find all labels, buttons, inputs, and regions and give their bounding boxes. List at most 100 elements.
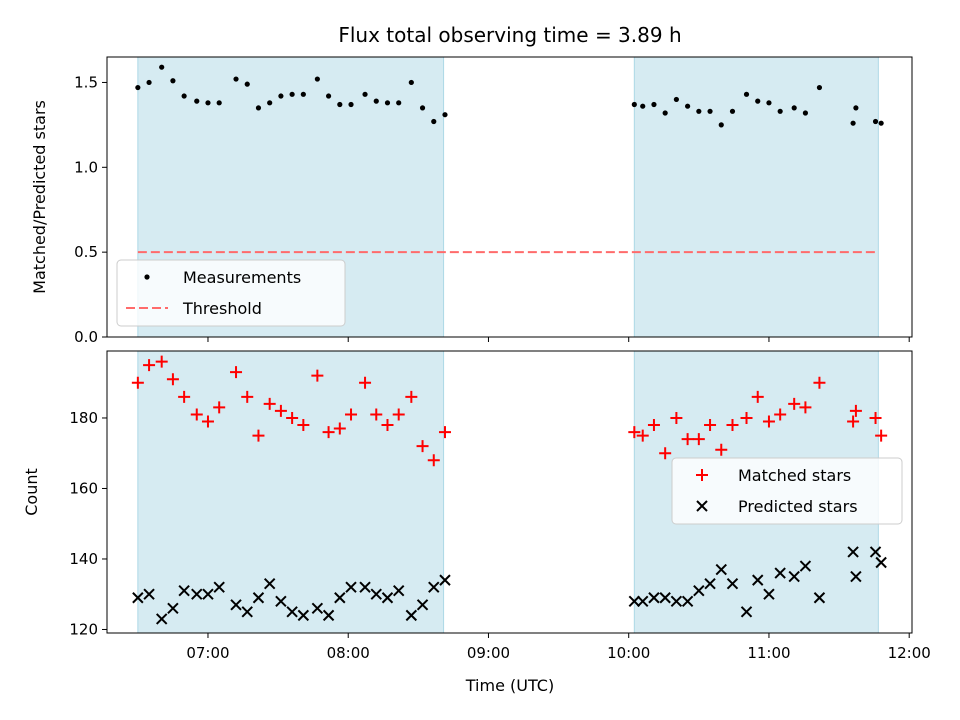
measurement-point	[640, 103, 646, 109]
measurement-point	[216, 100, 222, 106]
matched-star-point	[847, 415, 860, 428]
matched-star-point	[345, 408, 358, 421]
top-y-axis-label: Matched/Predicted stars	[30, 100, 49, 294]
measurement-point	[255, 105, 262, 111]
predicted-star-point	[869, 546, 882, 558]
matched-star-point	[628, 426, 641, 439]
predicted-star-point	[202, 588, 214, 600]
predicted-star-point	[334, 592, 346, 604]
predicted-star-point	[322, 609, 335, 622]
matched-star-point	[263, 397, 276, 410]
matched-star-point	[131, 376, 144, 389]
matched-star-point	[788, 397, 801, 410]
matched-star-point	[681, 433, 694, 446]
measurement-point	[685, 103, 691, 109]
measurement-point	[135, 84, 141, 91]
predicted-star-point	[670, 595, 683, 607]
measurement-point	[791, 105, 797, 111]
matched-star-point	[241, 390, 254, 403]
predicted-star-point	[155, 613, 168, 625]
predicted-star-point	[263, 577, 276, 590]
measurement-point	[194, 98, 200, 104]
matched-star-point	[726, 419, 739, 432]
matched-star-point	[143, 359, 156, 372]
legend-matched-marker	[696, 469, 708, 481]
predicted-star-point	[370, 588, 382, 600]
bottom-legend: Matched stars Predicted stars	[671, 457, 903, 525]
predicted-star-point	[763, 588, 775, 600]
matched-star-point	[715, 443, 728, 456]
measurement-point	[181, 93, 187, 99]
predicted-star-point	[230, 599, 242, 611]
measurement-point	[325, 93, 332, 99]
predicted-star-point	[637, 595, 649, 607]
measurement-point	[396, 100, 402, 106]
top-plot-marks	[135, 64, 884, 254]
measurement-point	[373, 98, 379, 104]
legend-measurements-marker	[144, 274, 150, 280]
bottom-axes-frame	[106, 350, 913, 634]
predicted-star-point	[345, 581, 357, 593]
measurement-point	[707, 108, 713, 114]
top-y-tick-label: 1.5	[74, 73, 98, 91]
predicted-star-point	[405, 609, 418, 622]
bot-y-tick-label: 160	[69, 479, 98, 497]
predicted-star-point	[774, 567, 786, 579]
matched-star-point	[416, 440, 429, 453]
matched-star-point	[849, 404, 862, 417]
x-tick-label: 07:00	[186, 644, 229, 662]
top-y-tick-label: 1.0	[74, 158, 98, 176]
predicted-star-point	[392, 584, 405, 597]
legend-measurements-label: Measurements	[183, 268, 301, 287]
measurement-point	[278, 93, 284, 99]
predicted-star-point	[178, 584, 190, 597]
predicted-star-point	[191, 588, 203, 600]
bottom-plot-marks	[131, 355, 888, 625]
bottom-axes-ticks: 120 140 160 180 07:00 08:00 09:00 10:00 11:00 12:…	[69, 409, 930, 662]
legend-matched-label: Matched stars	[738, 466, 851, 485]
matched-star-point	[201, 415, 214, 428]
predicted-star-point	[648, 592, 660, 604]
measurement-point	[755, 98, 761, 104]
measurement-point	[314, 76, 320, 82]
matched-star-point	[381, 419, 394, 432]
measurement-point	[696, 108, 702, 114]
measurement-point	[384, 100, 391, 106]
matched-star-point	[274, 404, 287, 417]
x-tick-label: 08:00	[327, 644, 370, 662]
matched-star-point	[190, 408, 203, 421]
matched-star-point	[762, 415, 775, 428]
predicted-star-point	[439, 574, 451, 586]
measurement-point	[419, 105, 426, 111]
matched-star-point	[659, 447, 672, 460]
measurement-point	[872, 118, 879, 125]
matched-star-point	[692, 433, 705, 446]
bottom-y-axis-label: Count	[22, 468, 41, 516]
predicted-star-point	[704, 577, 716, 590]
matched-star-point	[297, 419, 310, 432]
measurement-point	[673, 96, 679, 103]
matched-star-point	[704, 419, 717, 432]
predicted-star-point	[143, 588, 155, 600]
predicted-star-point	[311, 602, 324, 615]
predicted-star-point	[799, 560, 812, 572]
bot-y-tick-label: 180	[69, 409, 98, 427]
measurement-point	[802, 110, 809, 116]
matched-star-point	[405, 390, 418, 403]
legend-threshold-label: Threshold	[182, 299, 262, 318]
measurement-point	[631, 101, 637, 108]
measurement-point	[337, 101, 343, 108]
predicted-star-point	[740, 606, 753, 618]
measurement-point	[159, 64, 165, 70]
bot-y-tick-label: 140	[69, 550, 98, 568]
matched-star-point	[438, 426, 451, 439]
measurement-point	[267, 100, 273, 106]
predicted-star-point	[428, 581, 440, 593]
legend-predicted-marker	[696, 500, 708, 512]
matched-star-point	[359, 376, 372, 389]
matched-star-point	[213, 401, 226, 414]
measurement-point	[718, 122, 724, 128]
measurement-point	[431, 118, 437, 125]
matched-star-point	[311, 369, 324, 382]
matched-star-point	[774, 408, 787, 421]
